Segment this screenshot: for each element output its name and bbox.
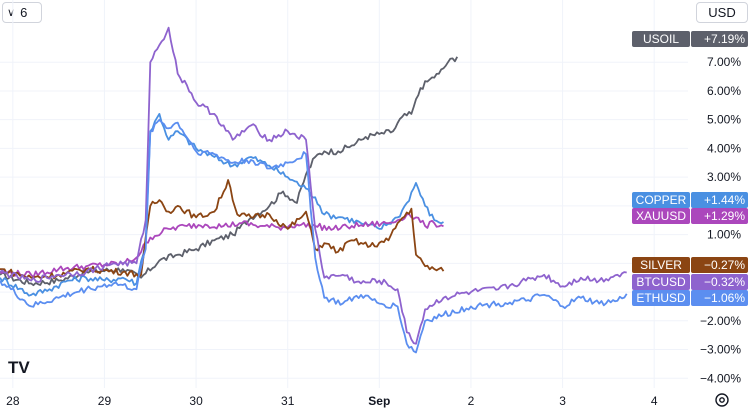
svg-text:TV: TV <box>8 358 30 377</box>
x-tick-label: 4 <box>651 394 658 408</box>
y-tick-label: −4.00% <box>700 371 741 385</box>
series-line-xauusd <box>0 213 444 279</box>
series-line-btcusd <box>0 26 627 345</box>
x-tick-label: 2 <box>468 394 475 408</box>
series-name: XAUUSD <box>636 209 686 223</box>
y-tick-label: 3.00% <box>707 170 741 184</box>
tradingview-logo: TV <box>8 358 30 377</box>
series-last-value: +1.29% <box>704 209 745 223</box>
series-name: ETHUSD <box>636 291 686 305</box>
y-tick-label: 7.00% <box>707 55 741 69</box>
series-last-value: −0.27% <box>704 258 745 272</box>
series-last-value: +7.19% <box>704 32 745 46</box>
y-tick-label: −2.00% <box>700 314 741 328</box>
series-label-btcusd: BTCUSD −0.32% <box>632 274 748 290</box>
y-tick-label: 4.00% <box>707 141 741 155</box>
series-name: SILVER <box>640 258 682 272</box>
x-tick-label: 28 <box>6 394 20 408</box>
x-tick-label: 3 <box>559 394 566 408</box>
y-tick-label: −3.00% <box>700 343 741 357</box>
series-value-labels: USOIL +7.19% COPPER +1.44% XAUUSD +1.29% SILVE… <box>632 31 748 306</box>
series-last-value: −0.32% <box>704 275 745 289</box>
series-name: USOIL <box>643 32 679 46</box>
series-last-value: −1.06% <box>704 291 745 305</box>
series-label-xauusd: XAUUSD +1.29% <box>632 208 748 224</box>
x-tick-label: 30 <box>189 394 203 408</box>
x-tick-label: 31 <box>281 394 295 408</box>
x-tick-label: 29 <box>98 394 112 408</box>
gear-icon[interactable] <box>715 393 729 407</box>
currency-label: USD <box>708 5 736 20</box>
series-count-label: 6 <box>20 5 28 20</box>
x-tick-label: Sep <box>368 394 390 408</box>
series-label-usoil: USOIL +7.19% <box>632 31 748 47</box>
series-line-silver <box>0 179 445 280</box>
series-label-copper: COPPER +1.44% <box>632 192 748 208</box>
series-line-ethusd <box>0 118 628 354</box>
series-name: BTCUSD <box>636 275 686 289</box>
series-label-ethusd: ETHUSD −1.06% <box>632 290 748 306</box>
series-lines <box>0 26 628 354</box>
series-name: COPPER <box>636 193 687 207</box>
chevron-down-icon: ∨ <box>7 7 16 19</box>
series-count-dropdown[interactable]: ∨ 6 <box>2 2 42 23</box>
currency-selector[interactable]: USD <box>696 2 748 23</box>
series-label-silver: SILVER −0.27% <box>632 257 748 273</box>
series-last-value: +1.44% <box>704 193 745 207</box>
y-tick-label: 1.00% <box>707 228 741 242</box>
x-axis-ticks: 28 29 30 31 Sep 2 3 4 <box>6 394 658 408</box>
y-tick-label: 5.00% <box>707 113 741 127</box>
grid-lines <box>0 0 688 388</box>
y-tick-label: 6.00% <box>707 84 741 98</box>
